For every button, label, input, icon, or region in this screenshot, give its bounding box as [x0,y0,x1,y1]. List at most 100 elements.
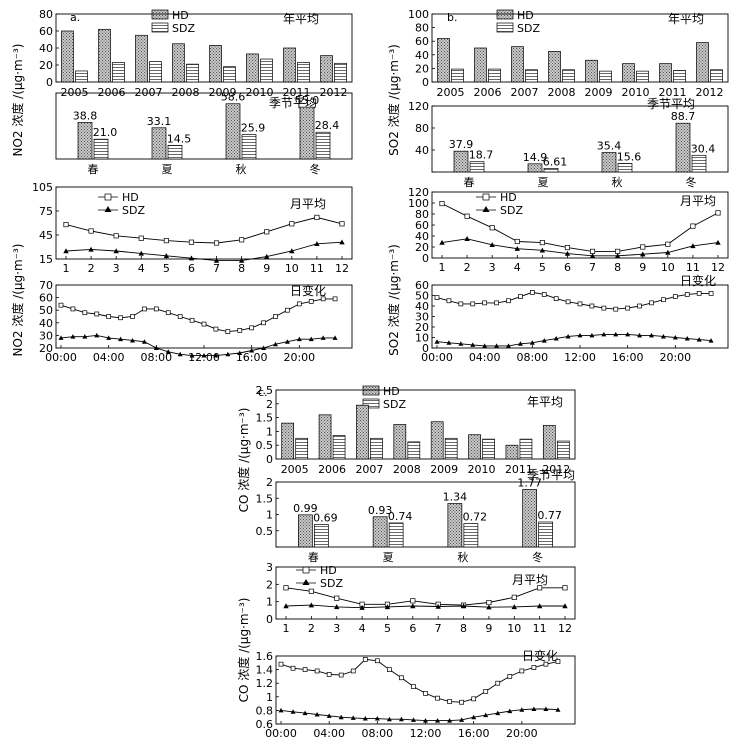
b_monthly-point-sdz [690,243,696,249]
legend-swatch-sdz [496,22,514,33]
b_annual-category-label: 2011 [659,86,687,99]
c_diurnal-point-hd [447,699,452,704]
c_annual-ytick-label: 1 [266,425,273,438]
a_annual-bar-sdz [260,58,273,83]
b_monthly-point-sdz [665,249,671,255]
a_seasonal-category-label: 夏 [162,163,173,176]
b_monthly-xtick-label: 1 [439,261,446,274]
b_diurnal-point-hd [708,291,714,296]
a_diurnal-point-sdz [296,336,302,342]
a_diurnal-ytick-label: 70 [39,279,53,292]
b_seasonal-category-label: 冬 [686,175,697,189]
c_diurnal-xtick-label: 00:00 [265,727,297,740]
c_seasonal-bar-sdz [388,522,404,548]
legend-marker-sdz [482,206,490,212]
a_diurnal-point-hd [249,325,255,331]
a_diurnal-point-sdz [201,353,207,358]
b_annual-bar-hd [696,42,709,83]
b_diurnal-point-sdz [649,332,654,338]
c_seasonal-category-label: 冬 [532,550,543,564]
b_diurnal-point-hd [649,300,654,306]
b_diurnal-point-sdz [637,332,643,338]
b_monthly-point-hd [715,210,721,216]
a_diurnal-point-hd [70,306,76,312]
b_monthly-point-sdz [464,236,470,241]
a_seasonal-data-label: 38.8 [73,109,98,122]
b_monthly-point-hd [439,201,445,207]
a_annual-bar-hd [283,47,296,83]
a_diurnal-point-hd [296,301,302,307]
c_diurnal-point-sdz [278,707,284,713]
a_seasonal-data-label: 25.9 [241,122,266,135]
a_seasonal-data-label: 14.5 [167,132,192,145]
b_diurnal-point-sdz [672,335,678,340]
b_annual-bar-sdz [562,69,575,83]
b_diurnal-point-hd [661,297,666,303]
b_diurnal-ytick-label: 10 [415,332,429,345]
b_diurnal-point-hd [637,303,642,309]
c_monthly-point-sdz [283,603,289,609]
b_seasonal-data-label: 37.9 [449,138,474,151]
b_seasonal-category-label: 春 [464,176,475,189]
b_diurnal-point-hd [518,294,523,299]
a_diurnal-point-hd [189,317,195,323]
b_monthly-ytick-label: 100 [408,197,429,210]
a_annual-bar-sdz [334,62,347,83]
b_seasonal-bar-sdz [543,168,559,173]
b_monthly-xtick-label: 8 [614,261,621,274]
b_diurnal-point-hd [434,295,440,300]
b_diurnal-point-sdz [494,343,500,348]
c_diurnal-point-sdz [398,716,404,722]
a_diurnal-point-sdz [225,351,231,357]
b_monthly-xtick-label: 6 [564,261,571,274]
b_monthly-xtick-label: 12 [711,261,725,274]
a_monthly-xtick-label: 10 [285,262,299,275]
a_monthly-point-sdz [88,246,94,252]
b_diurnal-point-sdz [446,340,452,345]
b_seasonal-bar-hd [527,163,543,173]
legend-label-sdz: SDZ [500,204,523,217]
c_diurnal-xtick-label: 08:00 [361,727,393,740]
a_diurnal-point-sdz [141,339,147,344]
legend-label-hd: HD [320,564,337,577]
a_monthly-point-sdz [339,239,345,245]
legend-swatch-hd [496,9,514,20]
b_diurnal-point-hd [541,292,547,297]
c_annual-bar-sdz [407,441,421,460]
a_seasonal-bar-hd [77,122,93,160]
a_monthly-point-hd [289,221,295,227]
a_annual-ytick-label: 40 [39,42,53,55]
b_diurnal-ytick-label: 50 [415,290,429,303]
b_annual-category-label: 2010 [622,86,650,99]
c_diurnal-point-hd [459,699,464,705]
legend-c-annual: HD SDZ [362,385,406,411]
b_diurnal-ytick-label: 0 [422,342,429,355]
a_monthly-point-sdz [314,241,320,246]
b_diurnal-point-hd [696,291,702,296]
a_monthly-point-hd [163,238,169,244]
legend-label-sdz: SDZ [122,204,145,217]
a_annual-category-label: 2008 [172,86,200,99]
c_annual-bar-hd [542,424,556,460]
c_diurnal-point-hd [326,672,332,677]
b_monthly-point-hd [640,244,646,250]
c_monthly-xtick-label: 1 [283,622,290,635]
b_diurnal-point-hd [458,301,464,307]
b_diurnal-point-hd [506,298,511,304]
b_diurnal-ytick-label: 40 [415,300,429,313]
a_annual-bar-sdz [149,61,162,83]
a_monthly-point-sdz [113,248,119,254]
b_diurnal-point-hd [565,299,571,305]
a_diurnal-title: 日变化 [290,283,326,298]
a_seasonal-data-label: 55.0 [295,94,320,107]
b_diurnal-point-sdz [696,337,702,342]
b_monthly-point-sdz [614,253,621,258]
b_annual-ytick-label: 40 [415,49,429,62]
b_diurnal-point-sdz [529,340,535,345]
a_diurnal-ytick-label: 30 [39,329,53,342]
c_annual-category-label: 2011 [505,463,533,476]
b_annual-ytick-label: 20 [415,62,429,75]
c_seasonal-bar-sdz [314,524,329,548]
b_annual-bar-hd [622,63,635,83]
c_seasonal-bar-hd [447,503,463,548]
